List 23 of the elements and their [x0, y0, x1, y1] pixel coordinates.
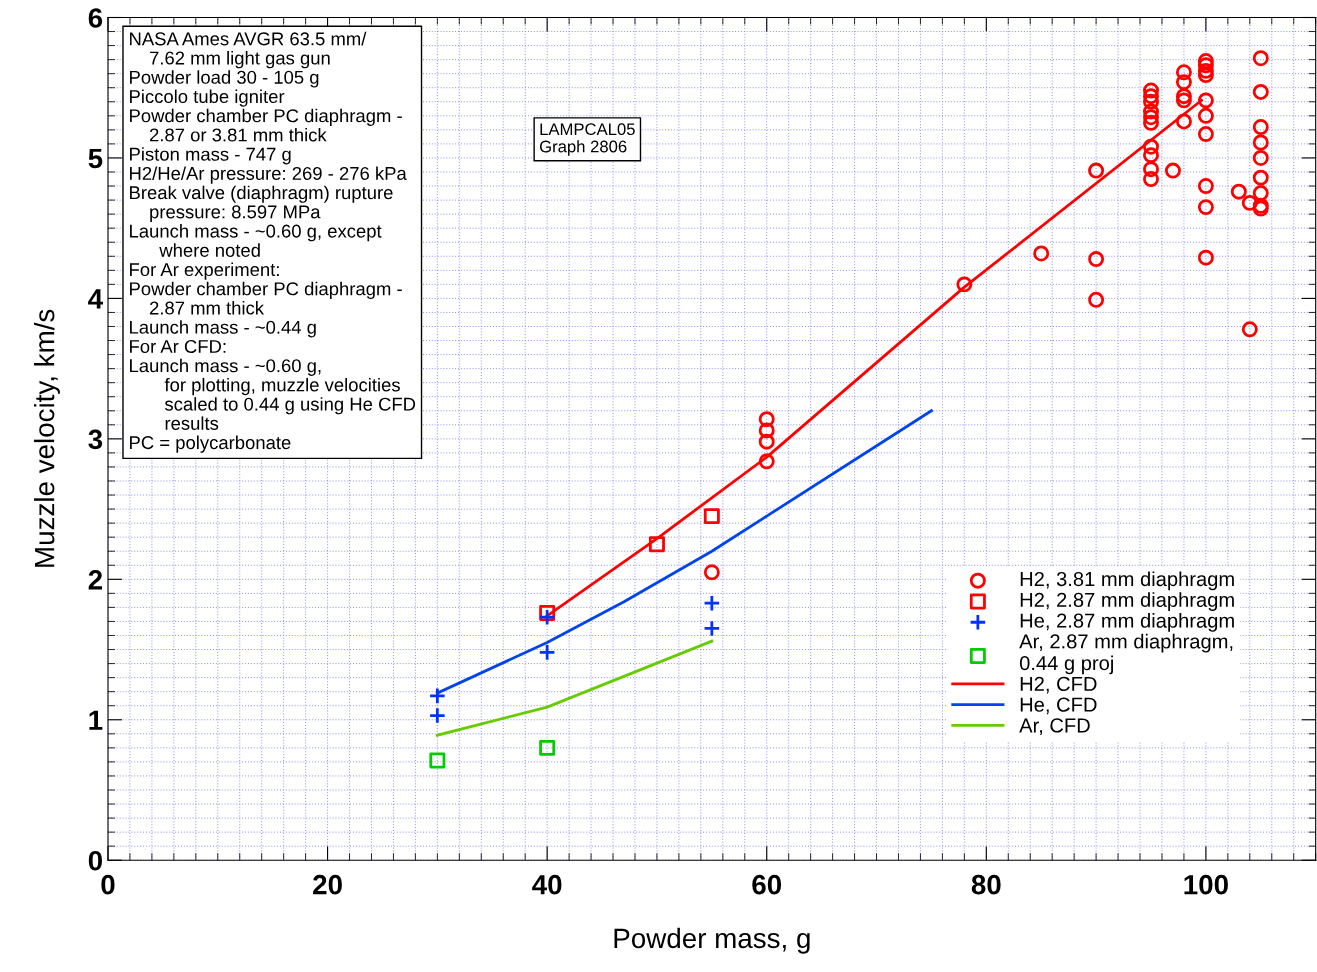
x-tick-label: 40: [532, 874, 562, 895]
y-tick-label: 5: [88, 148, 103, 169]
legend-label: He, 2.87 mm diaphragm: [1020, 612, 1234, 632]
y-tick-label: 6: [88, 8, 103, 28]
y-tick-label: 2: [88, 569, 103, 590]
y-tick-label: 3: [88, 429, 103, 450]
text: NASA Ames AVGR 63.5 mm/ 7.62 mm light gas gun Powder load 30 - 105 g Piccolo tube igniter Powder chamber PC diaphragm - 2.87 or 3.81 mm thick Piston mass - 747 g H2/He/Ar pressure: 269 - 276 kPa Break valve (diaphragm) rupture pressure: 8.597 MPa Launch mass - ~0.60 g, except where noted For Ar experiment: Powder chamber PC diaphragm - 2.87 mm thick Launch mass - ~0.44 g For Ar CFD: Launch mass - ~0.60 g, for plotting, muzzle velocities scaled to 0.44 g using He CFD results PC = polycarbonate: [130, 31, 416, 453]
legend-label: Ar, 2.87 mm diaphragm, 0.44 g proj: [1019, 633, 1233, 675]
x-tick-label: 100: [1184, 874, 1228, 895]
x-tick-label: 80: [971, 874, 1001, 895]
y-tick-label: 0: [88, 850, 102, 871]
annotation: LAMPCAL05 Graph 2806: [539, 123, 635, 156]
legend-label: H2, CFD: [1020, 676, 1097, 694]
legend-label: He, CFD: [1020, 697, 1097, 715]
x-tick-label: 20: [313, 874, 342, 895]
y-tick-label: 4: [88, 289, 103, 309]
y-axis-title: Muzzle velocity, km/s: [34, 309, 60, 567]
x-tick-label: 60: [752, 874, 782, 895]
y-tick-label: 1: [89, 710, 103, 730]
x-axis-title: Powder mass, g: [614, 927, 810, 954]
legend-label: H2, 2.87 mm diaphragm: [1020, 592, 1234, 611]
legend-label: H2, 3.81 mm diaphragm: [1020, 571, 1234, 591]
legend-label: Ar, CFD: [1019, 718, 1090, 735]
